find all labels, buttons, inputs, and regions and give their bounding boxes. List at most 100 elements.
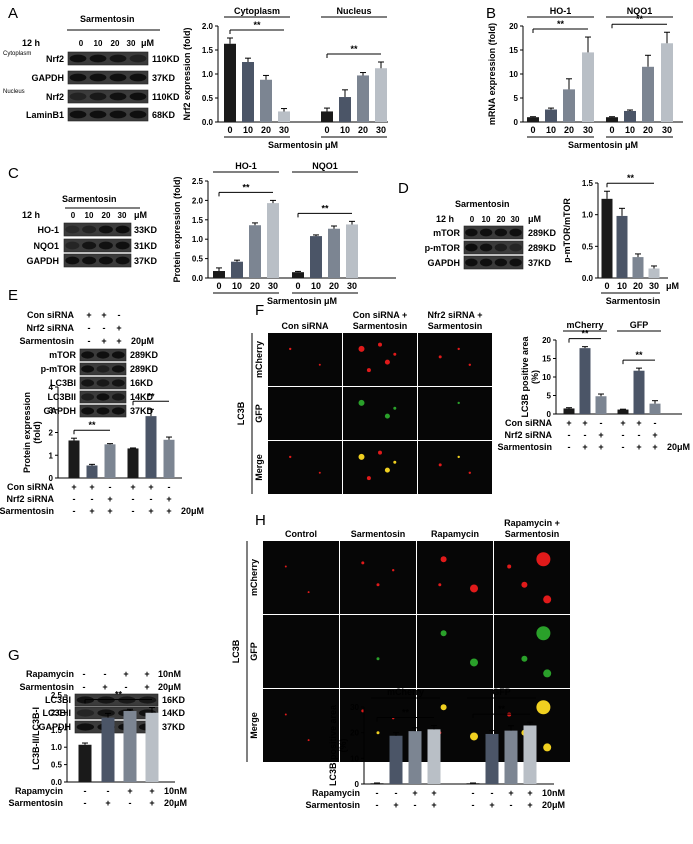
micrograph-tile: [263, 689, 339, 762]
puncta: [536, 552, 551, 567]
puncta: [361, 561, 365, 565]
time-label: 12 h: [22, 210, 40, 220]
y-axis-label: (fold): [32, 421, 42, 444]
blot-band: [109, 92, 127, 101]
bar: [127, 448, 139, 478]
puncta: [438, 583, 442, 587]
blot-background: [463, 240, 524, 255]
x-tick-label: 0: [216, 281, 221, 291]
condition-sign: -: [83, 682, 86, 692]
bar: [408, 731, 422, 784]
blot-header: Sarmentosin: [80, 14, 135, 24]
row-label: Nrf2: [46, 92, 64, 102]
blot-strip: [63, 222, 132, 237]
y-axis-label: Protein expression: [22, 392, 32, 473]
y-tick-label: 2.5: [51, 691, 63, 700]
puncta: [358, 453, 365, 460]
blot-band: [479, 258, 493, 267]
group-title: mCherry: [387, 687, 424, 697]
unit-label: μM: [134, 210, 147, 220]
dose-label: 30: [511, 215, 520, 224]
y-axis-label: (%): [530, 370, 540, 384]
condition-label: Rapamycin: [312, 788, 360, 798]
puncta: [468, 471, 471, 474]
condition-sign: +: [130, 482, 135, 492]
y-tick-label: 10: [509, 70, 518, 79]
y-tick-label: 0: [514, 118, 519, 127]
puncta: [378, 342, 382, 347]
condition-sign: +: [582, 418, 587, 428]
puncta: [384, 413, 390, 419]
bar: [606, 117, 618, 122]
puncta: [376, 657, 380, 661]
y-axis-label: (%): [338, 739, 348, 753]
condition-label: Rapamycin: [15, 786, 63, 796]
blot-band: [81, 379, 95, 387]
group-title: GFP: [630, 320, 649, 330]
y-tick-label: 0: [355, 780, 360, 789]
blot-band: [89, 92, 107, 101]
micrograph-tile: [340, 541, 416, 614]
condition-label: Sarmentosin: [19, 682, 74, 692]
chart-H: 0 10 20 30 LC3B positive area (%) ** mCherry ** G…: [305, 687, 565, 810]
blot-band: [111, 379, 125, 387]
x-tick-label: 20: [633, 281, 643, 291]
row-label: GAPDH: [31, 73, 64, 83]
kd-label: 37KD: [134, 256, 158, 266]
condition-sign: +: [652, 430, 657, 440]
blot-strip: [67, 89, 149, 104]
row-label: LC3BI: [50, 378, 76, 388]
bar: [504, 730, 518, 784]
condition-sign: +: [652, 442, 657, 452]
condition-sign: -: [414, 800, 417, 810]
blot-band: [76, 709, 95, 717]
blot-band: [494, 243, 508, 252]
bar: [661, 43, 673, 122]
blot-band: [96, 393, 110, 401]
puncta: [284, 713, 287, 716]
y-axis-label: Nrf2 expression (fold): [182, 27, 192, 120]
puncta: [438, 355, 442, 359]
micrograph-tile: [494, 615, 570, 688]
condition-sign: -: [654, 418, 657, 428]
y-tick-label: 0.0: [192, 274, 204, 283]
y-tick-label: 20: [509, 22, 518, 31]
y-tick-label: 2: [49, 429, 54, 438]
bar: [310, 236, 322, 278]
sig-marker: **: [402, 707, 410, 717]
group-title: Cytoplasm: [234, 6, 280, 16]
x-tick-label: 10: [546, 125, 556, 135]
condition-sign: +: [636, 418, 641, 428]
bar: [601, 198, 613, 278]
condition-sign: -: [395, 788, 398, 798]
y-tick-label: 1.5: [51, 726, 63, 735]
row-label: p-mTOR: [41, 364, 77, 374]
condition-sign: +: [127, 786, 132, 796]
condition-sign: +: [101, 336, 106, 346]
micrograph-tile: [263, 615, 339, 688]
panel-letter-A: A: [8, 5, 18, 22]
kd-label: 33KD: [134, 225, 158, 235]
condition-sign: +: [89, 482, 94, 492]
puncta: [307, 591, 310, 594]
dose-label: 10: [85, 211, 94, 220]
bar: [523, 725, 537, 784]
y-axis-label: LC3B positive area: [520, 335, 530, 417]
blot-band: [509, 243, 522, 252]
puncta: [307, 739, 310, 742]
blot-strip: [79, 348, 127, 362]
group-title: GFP: [492, 687, 511, 697]
micrograph-tile: [263, 541, 339, 614]
blot-band: [82, 241, 97, 250]
dose-label: 10: [94, 39, 103, 48]
blot-band: [115, 241, 130, 250]
condition-sign: -: [584, 430, 587, 440]
dose-label: 30: [127, 39, 136, 48]
kd-label: 289KD: [130, 350, 159, 360]
sig-marker: **: [321, 203, 329, 213]
sig-marker: **: [635, 350, 643, 360]
blot-band: [65, 241, 80, 250]
condition-label: Sarmentosin: [8, 798, 63, 808]
y-tick-label: 0.0: [202, 118, 214, 127]
